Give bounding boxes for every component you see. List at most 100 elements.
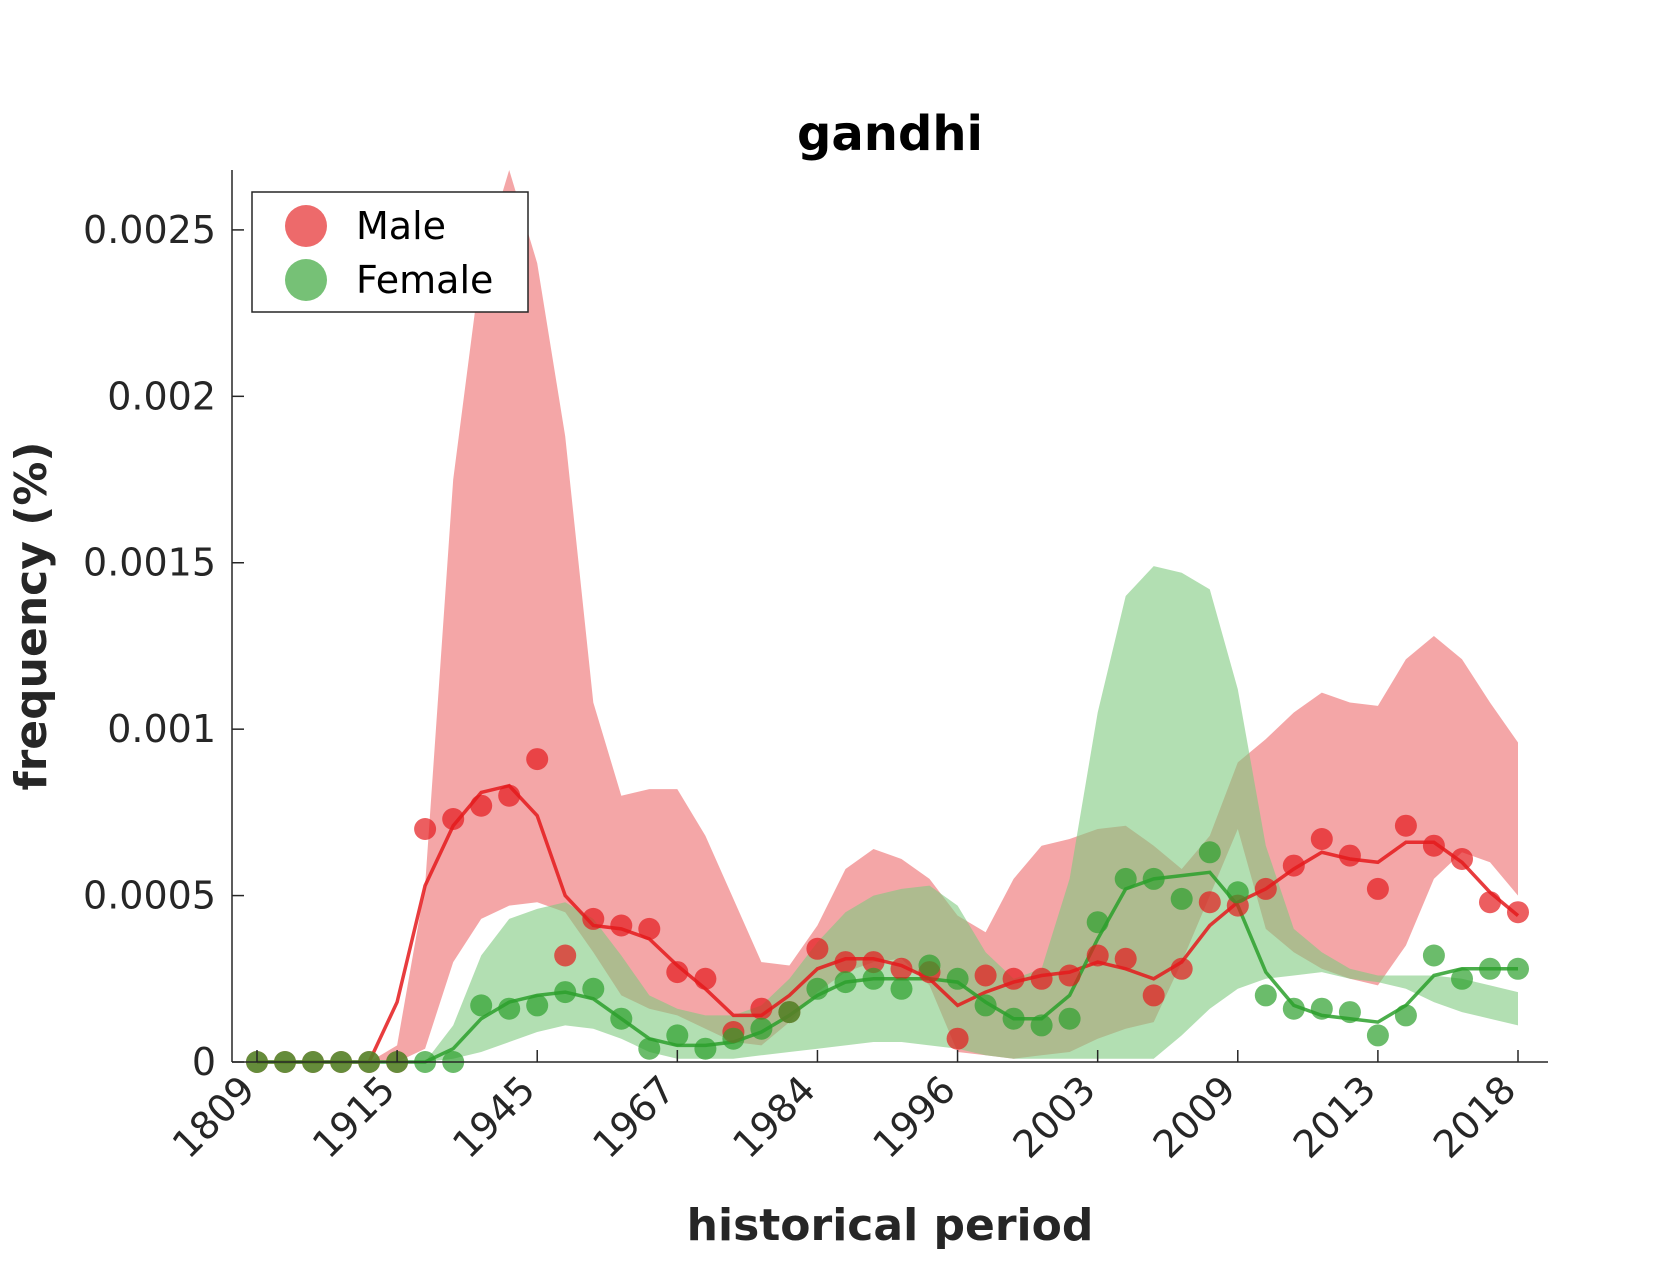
- point-female: [498, 997, 521, 1020]
- point-male: [1394, 814, 1417, 837]
- y-ticks: 0 0.0005 0.001 0.0015 0.002 0.0025: [83, 208, 244, 1084]
- point-male: [1479, 891, 1501, 914]
- point-female: [890, 977, 913, 1000]
- point-male: [554, 944, 577, 967]
- axes: [231, 170, 1548, 1063]
- point-male: [498, 784, 521, 807]
- point-male: [470, 794, 493, 817]
- point-male: [974, 964, 997, 987]
- point-male: [582, 907, 605, 930]
- point-male: [862, 951, 885, 974]
- point-male: [442, 808, 465, 830]
- legend-label-female: Female: [356, 258, 493, 302]
- x-axis-label: historical period: [687, 1200, 1094, 1251]
- legend-marker-female: [285, 259, 327, 301]
- point-female: [554, 981, 577, 1004]
- point-female: [918, 954, 941, 977]
- x-tick-label: 2003: [1005, 1067, 1105, 1167]
- band-male: [257, 170, 1518, 1062]
- point-male: [1310, 828, 1333, 850]
- point-female: [1030, 1014, 1053, 1037]
- x-tick-label: 1915: [304, 1067, 404, 1167]
- point-female: [610, 1007, 633, 1030]
- line-female: [257, 870, 1518, 1064]
- point-female: [1114, 867, 1137, 890]
- point-male: [666, 961, 689, 984]
- y-tick-label: 0.001: [107, 707, 216, 751]
- point-female: [1002, 1007, 1025, 1030]
- point-female: [1422, 944, 1445, 967]
- point-male: [694, 967, 717, 990]
- legend-label-male: Male: [356, 204, 446, 248]
- point-male: [1366, 877, 1389, 900]
- point-male: [1142, 984, 1165, 1007]
- point-female: [806, 977, 829, 1000]
- point-female: [1086, 911, 1109, 934]
- point-male: [1254, 877, 1277, 900]
- point-female: [1142, 867, 1165, 890]
- point-female: [638, 1037, 661, 1060]
- point-male: [526, 748, 549, 771]
- point-male: [1451, 848, 1473, 870]
- point-female: [1170, 887, 1193, 910]
- point-female: [1507, 957, 1529, 980]
- smoothed-lines: [257, 783, 1520, 1064]
- point-male: [834, 951, 857, 974]
- point-male: [806, 937, 829, 960]
- point-female: [666, 1024, 689, 1047]
- x-tick-label: 2009: [1145, 1067, 1245, 1167]
- band-female: [257, 566, 1518, 1062]
- point-female: [834, 971, 857, 994]
- point-male: [1282, 854, 1305, 877]
- point-male: [1170, 957, 1193, 980]
- point-male: [1086, 944, 1109, 967]
- x-tick-label: 2013: [1285, 1067, 1385, 1167]
- x-tick-label: 1996: [864, 1067, 964, 1167]
- point-female: [1282, 997, 1305, 1020]
- y-tick-label: 0.0005: [83, 874, 216, 918]
- point-female: [1198, 841, 1221, 864]
- point-female: [694, 1037, 717, 1060]
- point-female: [1366, 1024, 1389, 1047]
- point-male: [1338, 844, 1361, 867]
- point-male: [1198, 891, 1221, 914]
- point-female: [1226, 881, 1249, 904]
- point-female: [1394, 1004, 1417, 1027]
- x-tick-label: 1984: [724, 1067, 824, 1167]
- data-points: [246, 748, 1529, 1073]
- point-male: [750, 997, 773, 1020]
- x-tick-label: 1945: [444, 1067, 544, 1167]
- point-male: [1030, 967, 1053, 990]
- point-male: [638, 917, 661, 940]
- point-male: [610, 914, 633, 937]
- y-axis-label: frequency (%): [6, 441, 57, 790]
- y-tick-label: 0.002: [107, 374, 216, 418]
- confidence-bands: [257, 170, 1518, 1062]
- point-female: [750, 1017, 773, 1040]
- legend-marker-male: [285, 205, 327, 247]
- point-male: [1114, 947, 1137, 970]
- point-male: [414, 818, 437, 840]
- point-female: [722, 1027, 745, 1050]
- point-female: [1254, 984, 1277, 1007]
- point-female: [526, 994, 549, 1017]
- point-female: [582, 977, 605, 1000]
- y-tick-label: 0.0025: [83, 208, 216, 252]
- point-female: [1310, 997, 1333, 1020]
- point-female: [1451, 967, 1473, 990]
- point-male: [946, 1027, 969, 1050]
- point-female: [470, 994, 493, 1017]
- point-female: [974, 994, 997, 1017]
- point-female: [1338, 1001, 1361, 1024]
- y-tick-label: 0.0015: [83, 541, 216, 585]
- point-male: [890, 957, 913, 980]
- legend: Male Female: [251, 191, 529, 313]
- point-female: [778, 1001, 801, 1024]
- line-male: [257, 783, 1520, 1064]
- x-tick-label: 2018: [1425, 1067, 1525, 1167]
- point-male: [1507, 901, 1529, 924]
- point-male: [1002, 967, 1025, 990]
- point-female: [862, 967, 885, 990]
